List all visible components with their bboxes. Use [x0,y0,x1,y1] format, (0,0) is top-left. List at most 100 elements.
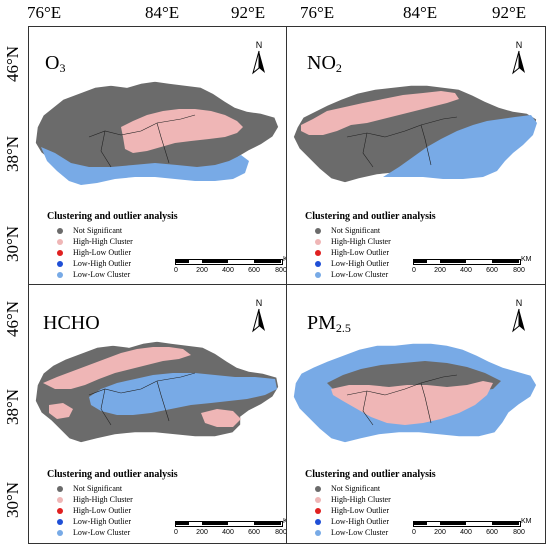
scale-tick: 200 [434,529,446,536]
scale-tick: 0 [412,529,416,536]
legend-item-high-high: High-High Cluster [305,236,436,247]
legend-item-low-low: Low-Low Cluster [305,527,436,538]
scale-tick: 600 [248,529,260,536]
region-high-high-cluster [121,109,243,153]
north-arrow: N [249,299,269,335]
region-high-high-cluster [301,91,459,135]
panel-title-hcho: HCHO [43,312,100,334]
map-panel-o3: O3 N Clustering and outlier analysis Not… [28,26,288,286]
legend-item-not-significant: Not Significant [305,225,436,236]
north-arrow: N [249,41,269,77]
longitude-label-84e-right: 84°E [403,3,438,22]
legend: Clustering and outlier analysis Not Sign… [305,211,436,280]
legend-item-low-high: Low-High Outlier [305,258,436,269]
scale-unit: KM [521,256,532,263]
longitude-label-76e-left: 76°E [27,3,62,22]
north-label: N [515,40,523,50]
region-high-high-cluster [43,347,191,389]
legend-item-high-low: High-Low Outlier [47,505,178,516]
scale-tick: 600 [248,267,260,274]
scale-tick: 0 [174,529,178,536]
region-low-low-cluster [89,373,277,415]
north-label: N [255,40,263,50]
scale-tick: 200 [196,267,208,274]
legend-item-low-low: Low-Low Cluster [47,269,178,280]
scale-bar: KM 0 200 400 600 800 [412,518,531,543]
latitude-label-46n-bottom: 46°N [3,300,22,337]
legend-item-high-high: High-High Cluster [47,494,178,505]
scale-tick: 200 [196,529,208,536]
legend-title: Clustering and outlier analysis [47,211,178,222]
longitude-label-84e-left: 84°E [145,3,180,22]
o3-cluster-map [34,80,280,185]
scale-tick: 400 [460,529,472,536]
legend-item-low-high: Low-High Outlier [47,516,178,527]
legend: Clustering and outlier analysis Not Sign… [305,469,436,538]
hcho-cluster-map [34,340,280,444]
legend-item-low-low: Low-Low Cluster [305,269,436,280]
legend-item-low-high: Low-High Outlier [305,516,436,527]
region-low-low-cluster [41,147,249,185]
longitude-label-92e-left: 92°E [231,3,266,22]
north-arrow: N [509,299,529,335]
internal-boundaries [88,372,196,426]
no2-cluster-map [292,84,538,184]
region-high-high-cluster [201,409,241,427]
legend-title: Clustering and outlier analysis [305,211,436,222]
legend-title: Clustering and outlier analysis [47,469,178,480]
scale-tick: 0 [174,267,178,274]
region-low-low-cluster [383,115,537,179]
latitude-label-38n-bottom: 38°N [3,388,22,425]
pm25-cluster-map [292,342,538,444]
scale-tick: 800 [275,529,287,536]
internal-boundaries [346,116,458,168]
legend-item-high-low: High-Low Outlier [305,247,436,258]
scale-tick: 800 [513,529,525,536]
legend-item-high-high: High-High Cluster [47,236,178,247]
scale-tick: 600 [486,529,498,536]
legend-item-low-low: Low-Low Cluster [47,527,178,538]
legend-item-high-high: High-High Cluster [305,494,436,505]
scale-bar: KM 0 200 400 600 800 [412,256,531,281]
internal-boundaries [346,374,458,426]
map-panel-no2: NO2 N Clustering and outlier analysis No… [286,26,546,286]
latitude-label-30n-top: 30°N [3,225,22,262]
north-label: N [515,298,523,308]
legend-item-high-low: High-Low Outlier [47,247,178,258]
panel-title-pm25: PM2.5 [307,312,351,335]
scale-tick: 800 [513,267,525,274]
scale-unit: KM [521,518,532,525]
latitude-label-38n-top: 38°N [3,135,22,172]
scale-tick: 400 [222,267,234,274]
scale-tick: 0 [412,267,416,274]
latitude-label-30n-bottom: 30°N [3,481,22,518]
legend-item-high-low: High-Low Outlier [305,505,436,516]
legend-item-not-significant: Not Significant [47,225,178,236]
scale-bar: KM 0 200 400 600 800 [174,256,287,281]
legend-item-low-high: Low-High Outlier [47,258,178,269]
scale-tick: 400 [222,529,234,536]
panel-title-o3: O3 [45,52,66,75]
scale-tick: 800 [275,267,287,274]
north-label: N [255,298,263,308]
panel-title-no2: NO2 [307,52,342,75]
latitude-label-46n-top: 46°N [3,45,22,82]
scale-unit: KM [283,518,287,525]
north-arrow: N [509,41,529,77]
scale-unit: KM [283,256,287,263]
longitude-label-92e-right: 92°E [492,3,527,22]
legend: Clustering and outlier analysis Not Sign… [47,469,178,538]
longitude-label-76e-right: 76°E [300,3,335,22]
scale-tick: 200 [434,267,446,274]
legend-title: Clustering and outlier analysis [305,469,436,480]
scale-tick: 400 [460,267,472,274]
legend-item-not-significant: Not Significant [305,483,436,494]
scale-tick: 600 [486,267,498,274]
map-panel-pm25: PM2.5 N Clustering and outlier analysis … [286,284,546,544]
map-panel-hcho: HCHO N Clustering and outlier analysis N… [28,284,288,544]
scale-bar: KM 0 200 400 600 800 [174,518,287,543]
region-high-high-cluster [49,403,73,419]
internal-boundaries [88,114,196,168]
legend: Clustering and outlier analysis Not Sign… [47,211,178,280]
legend-item-not-significant: Not Significant [47,483,178,494]
